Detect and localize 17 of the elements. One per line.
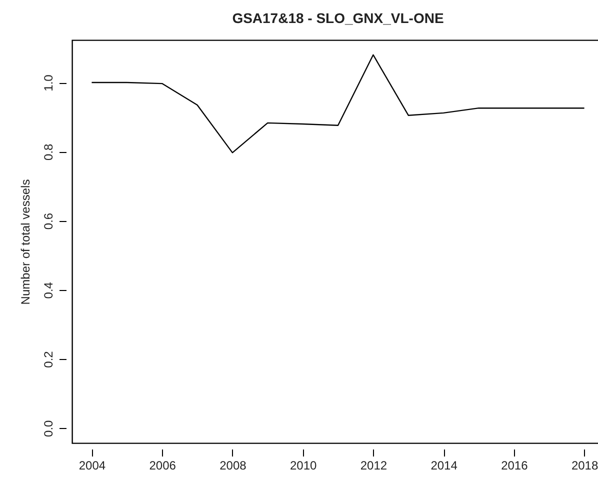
- x-tick-label: 2010: [290, 458, 317, 472]
- y-tick-label: 1.0: [42, 74, 56, 92]
- x-tick-label: 2006: [149, 458, 176, 472]
- y-tick-label: 0.6: [42, 212, 56, 230]
- x-tick-label: 2004: [78, 458, 106, 472]
- chart-title: GSA17&18 - SLO_GNX_VL-ONE: [232, 10, 444, 26]
- x-tick-label: 2012: [360, 458, 388, 472]
- x-tick-label: 2014: [430, 458, 458, 472]
- x-tick-label: 2018: [571, 458, 598, 472]
- y-tick-label: 0.2: [42, 350, 56, 368]
- x-tick-label: 2008: [220, 458, 247, 472]
- line-series: [91, 54, 585, 154]
- y-tick-label: 0.4: [42, 282, 56, 299]
- y-tick-label: 0.8: [42, 143, 56, 160]
- y-tick-label: 0.0: [42, 420, 56, 437]
- x-tick-label: 2016: [501, 458, 528, 472]
- y-axis-title: Number of total vessels: [18, 179, 32, 305]
